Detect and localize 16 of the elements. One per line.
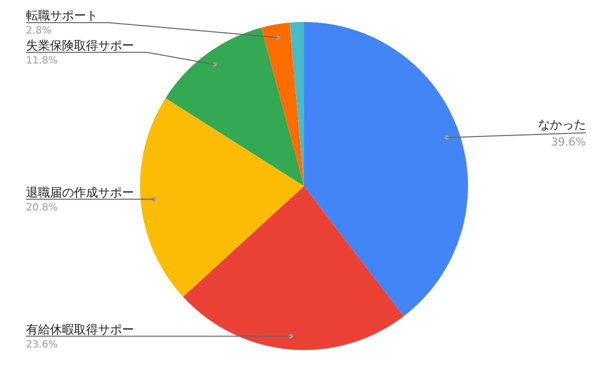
slice-label: 有給休暇取得サポー	[26, 322, 134, 336]
pie-slice	[140, 98, 304, 297]
slice-label: 退職届の作成サポー	[26, 185, 134, 200]
data-label: 11.8%	[26, 55, 58, 66]
slice-label: なかった	[538, 118, 586, 132]
pie-slice	[304, 22, 468, 316]
slice-label: 失業保険取得サポー	[26, 38, 134, 52]
slice-label: 転職サポート	[26, 8, 98, 23]
pie-slice	[183, 186, 404, 350]
pie-slice	[261, 22, 304, 186]
data-label: 23.6%	[26, 339, 58, 350]
data-label: 2.8%	[26, 26, 52, 37]
pie-slice	[166, 28, 304, 186]
data-label: 20.8%	[26, 202, 58, 214]
data-label: 39.6%	[551, 136, 586, 149]
pie-slice	[290, 22, 304, 186]
